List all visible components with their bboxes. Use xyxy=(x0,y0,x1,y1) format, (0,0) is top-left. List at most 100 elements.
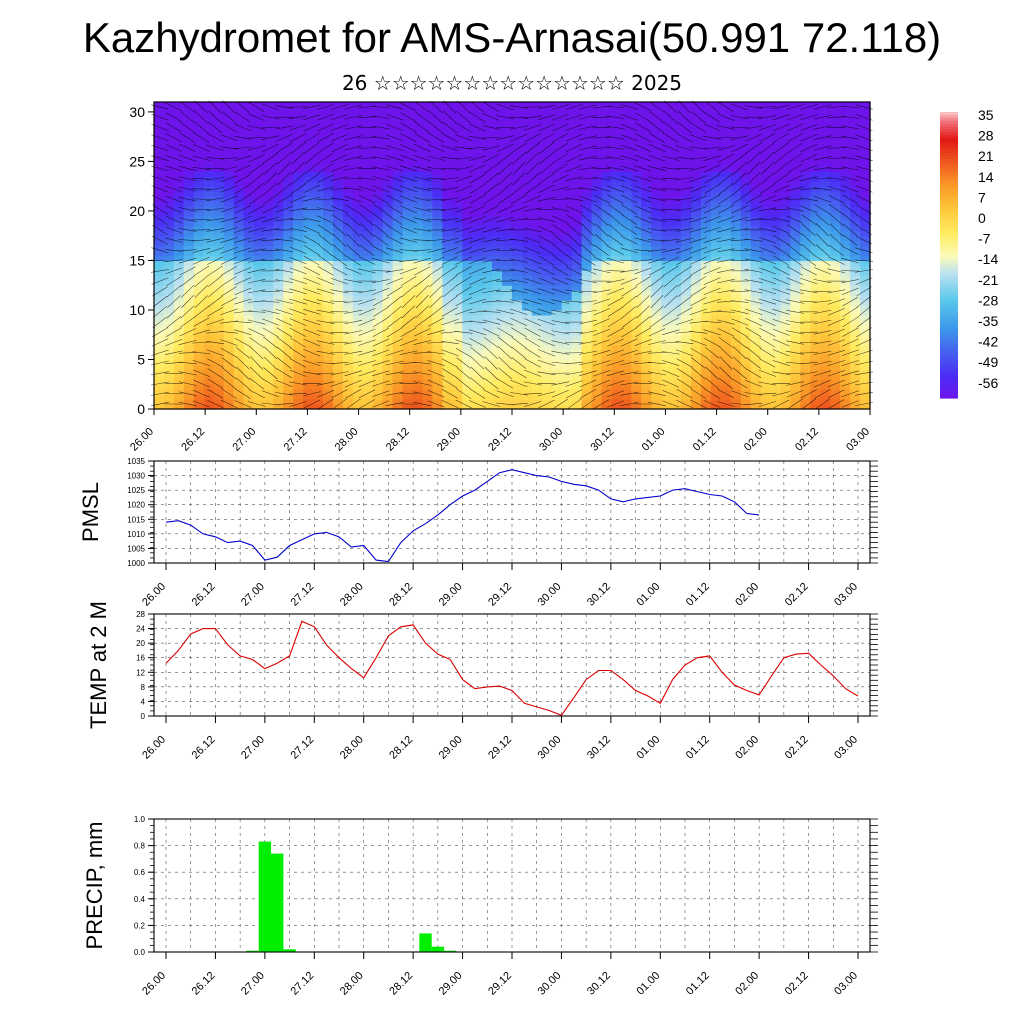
wind-barb xyxy=(358,349,376,356)
wind-barb xyxy=(165,215,183,224)
heatmap-cell xyxy=(323,309,334,316)
heatmap-cell xyxy=(621,215,632,222)
heatmap-cell xyxy=(422,324,434,331)
heatmap-cell xyxy=(611,245,622,252)
heatmap-cell xyxy=(581,136,593,143)
heatmap-cell xyxy=(154,404,165,410)
heatmap-cell xyxy=(661,275,672,281)
heatmap-cell xyxy=(810,225,821,232)
heatmap-cell xyxy=(641,374,652,380)
heatmap-cell xyxy=(531,384,543,390)
heatmap-cell xyxy=(233,349,245,356)
heatmap-cell xyxy=(810,344,821,351)
heatmap-cell xyxy=(611,240,622,247)
heatmap-cell xyxy=(840,126,851,133)
heatmap-cell xyxy=(163,349,175,356)
heatmap-cell xyxy=(492,399,503,405)
heatmap-cell xyxy=(770,106,782,113)
heatmap-cell xyxy=(641,290,652,296)
heatmap-cell xyxy=(671,300,682,306)
heatmap-cell xyxy=(512,324,523,331)
heatmap-cell xyxy=(561,141,573,148)
heatmap-cell xyxy=(263,215,274,222)
wind-barb xyxy=(288,219,308,221)
heatmap-cell xyxy=(492,319,503,326)
heatmap-cell xyxy=(333,265,344,271)
heatmap-cell xyxy=(372,349,384,356)
heatmap-cell xyxy=(492,354,503,361)
heatmap-cell xyxy=(283,374,294,380)
heatmap-cell xyxy=(850,364,861,370)
heatmap-cell xyxy=(223,141,235,148)
heatmap-cell xyxy=(372,260,384,266)
heatmap-cell xyxy=(432,270,443,276)
wind-barb xyxy=(194,295,209,308)
heatmap-cell xyxy=(601,146,613,153)
wind-barb xyxy=(316,330,335,335)
heatmap-cell xyxy=(263,225,274,232)
heatmap-cell xyxy=(860,210,871,217)
wind-barb xyxy=(275,308,293,315)
heatmap-cell xyxy=(760,305,772,311)
heatmap-cell xyxy=(710,329,722,336)
heatmap-cell xyxy=(283,245,294,252)
heatmap-cell xyxy=(362,329,374,336)
heatmap-cell xyxy=(422,210,434,217)
heatmap-cell xyxy=(392,379,404,385)
heatmap-cell xyxy=(382,171,394,177)
heatmap-cell xyxy=(601,156,613,163)
heatmap-cell xyxy=(700,176,712,182)
heatmap-cell xyxy=(691,176,702,182)
heatmap-cell xyxy=(253,309,264,316)
heatmap-cell xyxy=(710,201,722,207)
heatmap-cell xyxy=(283,359,294,366)
wind-barb xyxy=(275,392,294,396)
heatmap-cell xyxy=(203,349,215,356)
heatmap-cell xyxy=(740,404,752,410)
heatmap-cell xyxy=(352,126,364,133)
heatmap-cell xyxy=(382,220,394,227)
heatmap-cell xyxy=(183,374,195,380)
heatmap-cell xyxy=(730,210,742,217)
heatmap-cell xyxy=(372,201,384,207)
heatmap-cell xyxy=(720,220,732,227)
wind-barb xyxy=(303,132,320,143)
wind-barb xyxy=(234,337,251,348)
heatmap-cell xyxy=(432,305,443,311)
heatmap-cell xyxy=(730,295,742,301)
heatmap-cell xyxy=(651,404,662,410)
heatmap-cell xyxy=(492,270,503,276)
heatmap-cell xyxy=(681,106,692,113)
heatmap-cell xyxy=(154,215,165,222)
heatmap-cell xyxy=(422,334,434,341)
heatmap-cell xyxy=(641,389,652,395)
heatmap-cell xyxy=(293,106,304,113)
wind-barb xyxy=(206,187,225,191)
heatmap-cell xyxy=(581,295,593,301)
heatmap-cell xyxy=(760,324,772,331)
heatmap-cell xyxy=(651,275,662,281)
heatmap-cell xyxy=(352,161,364,167)
heatmap-cell xyxy=(840,176,851,182)
heatmap-cell xyxy=(502,399,513,405)
heatmap-cell xyxy=(800,275,811,281)
heatmap-cell xyxy=(352,156,364,163)
heatmap-cell xyxy=(422,201,434,207)
heatmap-cell xyxy=(502,354,513,361)
wind-barb xyxy=(344,155,363,161)
heatmap-cell xyxy=(850,404,861,410)
wind-barb xyxy=(344,279,363,284)
heatmap-cell xyxy=(661,102,672,108)
heatmap-cell xyxy=(422,230,434,237)
heatmap-cell xyxy=(750,389,762,395)
wind-barb xyxy=(180,101,196,113)
heatmap-cell xyxy=(770,339,782,346)
wind-barb xyxy=(221,357,237,369)
heatmap-cell xyxy=(651,280,662,286)
heatmap-cell xyxy=(362,334,374,341)
heatmap-cell xyxy=(551,210,563,217)
heatmap-cell xyxy=(591,314,603,321)
heatmap-cell xyxy=(651,235,662,242)
heatmap-cell xyxy=(521,181,533,187)
heatmap-cell xyxy=(462,171,473,177)
